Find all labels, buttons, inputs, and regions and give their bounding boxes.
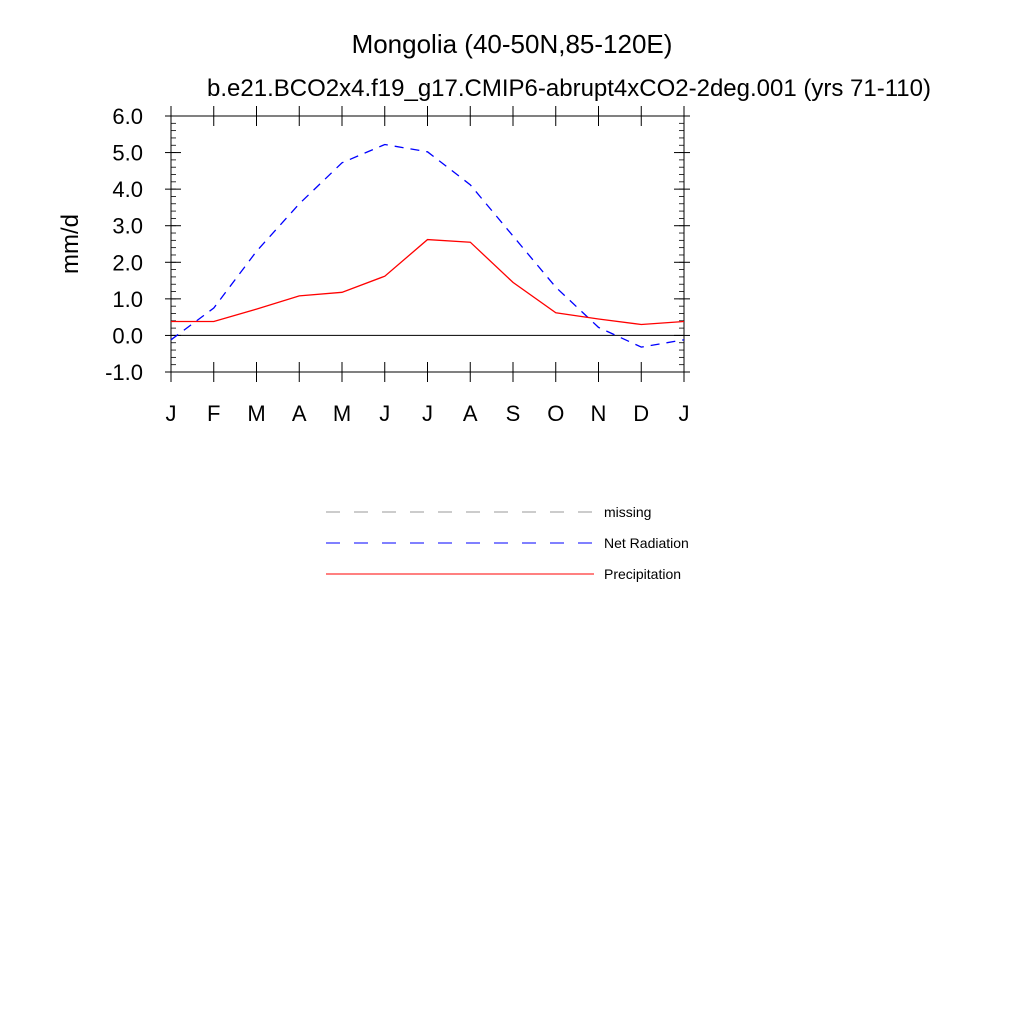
y-tick-label: 0.0 — [112, 323, 143, 348]
data-point-net-radiation — [427, 151, 429, 153]
y-tick-label: -1.0 — [105, 360, 143, 385]
series-line-net-radiation — [170, 143, 685, 348]
data-point-net-radiation — [298, 203, 300, 205]
x-tick-label: D — [633, 401, 649, 426]
data-point-precipitation — [598, 318, 600, 320]
y-axis-label: mm/d — [57, 214, 84, 274]
data-point-precipitation — [256, 308, 258, 310]
x-tick-label: M — [333, 401, 351, 426]
x-tick-label: J — [166, 401, 177, 426]
data-point-precipitation — [469, 241, 471, 243]
data-point-precipitation — [683, 321, 685, 323]
data-point-net-radiation — [598, 327, 600, 329]
series-line-precipitation — [171, 238, 685, 326]
data-point-precipitation — [640, 324, 642, 326]
plot-area: -1.0 0.0 1.0 2.0 3.0 4.0 5.0 6.0 J F M A M J J A S O N D J — [105, 104, 690, 426]
data-point-net-radiation — [341, 162, 343, 164]
data-point-precipitation — [213, 321, 215, 323]
y-tick-label: 4.0 — [112, 177, 143, 202]
x-tick-label: S — [506, 401, 521, 426]
x-tick-label: J — [379, 401, 390, 426]
y-tick-label: 2.0 — [112, 250, 143, 275]
plot-frame — [170, 115, 685, 373]
data-point-net-radiation — [640, 346, 642, 348]
data-point-precipitation — [341, 291, 343, 293]
data-point-net-radiation — [512, 235, 514, 237]
chart-subtitle: b.e21.BCO2x4.f19_g17.CMIP6-abrupt4xCO2-2… — [207, 75, 931, 102]
data-point-net-radiation — [384, 144, 386, 146]
x-tick-label: A — [292, 401, 307, 426]
data-point-precipitation — [512, 282, 514, 284]
data-point-precipitation — [555, 312, 557, 314]
data-point-net-radiation — [469, 184, 471, 186]
x-tick-label: A — [463, 401, 478, 426]
x-tick-label: N — [591, 401, 607, 426]
x-tick-label: J — [679, 401, 690, 426]
data-point-net-radiation — [256, 251, 258, 253]
data-point-precipitation — [384, 275, 386, 277]
y-tick-label: 5.0 — [112, 141, 143, 166]
legend-label-precipitation: Precipitation — [604, 566, 681, 582]
data-point-precipitation — [170, 321, 172, 323]
data-point-net-radiation — [683, 339, 685, 341]
legend-label-net-radiation: Net Radiation — [604, 535, 689, 551]
x-tick-label: J — [422, 401, 433, 426]
x-tick-label: O — [547, 401, 564, 426]
data-point-net-radiation — [213, 307, 215, 309]
y-tick-label: 3.0 — [112, 214, 143, 239]
legend-label-missing: missing — [604, 504, 651, 520]
legend: missing Net Radiation Precipitation — [326, 504, 689, 582]
data-point-net-radiation — [170, 339, 172, 341]
x-tick-label: M — [247, 401, 265, 426]
chart-title: Mongolia (40-50N,85-120E) — [352, 29, 673, 59]
x-tick-label: F — [207, 401, 220, 426]
y-tick-label: 6.0 — [112, 104, 143, 129]
data-point-net-radiation — [555, 286, 557, 288]
data-point-precipitation — [298, 295, 300, 297]
y-tick-label: 1.0 — [112, 287, 143, 312]
data-point-precipitation — [427, 239, 429, 241]
